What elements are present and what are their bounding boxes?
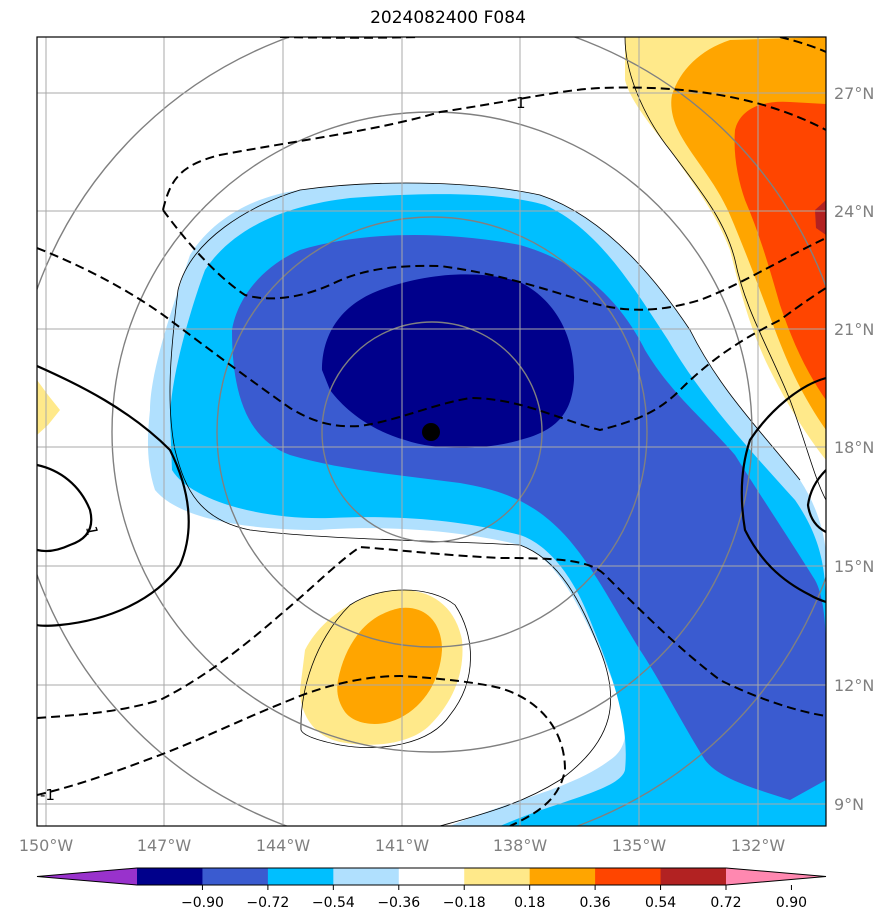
fill-dark-blue (322, 274, 575, 448)
colorbar-segment (660, 868, 727, 885)
contour-label: 1 (82, 525, 101, 538)
contour-label: -1 (40, 786, 55, 804)
colorbar-label: 0.72 (710, 895, 741, 911)
colorbar-label: −0.18 (443, 895, 486, 911)
lat-label: 18°N (834, 438, 874, 457)
map-plot-area: 1 1 -1 (37, 37, 826, 826)
lat-label: 9°N (834, 795, 864, 814)
lon-label: 141°W (375, 836, 430, 855)
colorbar-extend-low (37, 868, 137, 885)
colorbar-label: −0.54 (312, 895, 355, 911)
colorbar-label: 0.18 (514, 895, 545, 911)
lat-label: 27°N (834, 84, 874, 103)
colorbar-segment (333, 868, 400, 885)
colorbar-segment (464, 868, 531, 885)
lat-label: 12°N (834, 676, 874, 695)
lon-axis: 150°W 147°W 144°W 141°W 138°W 135°W 132°… (19, 836, 786, 855)
colorbar: −0.90 −0.72 −0.54 −0.36 −0.18 0.18 0.36 0.54 0.7… (36, 867, 827, 911)
lon-label: 138°W (493, 836, 548, 855)
fill-orange-south (337, 607, 442, 724)
colorbar-segment (202, 868, 269, 885)
fill-red-orange-northeast (734, 101, 826, 400)
lon-label: 147°W (137, 836, 192, 855)
lon-label: 144°W (256, 836, 311, 855)
lat-axis: 27°N 24°N 21°N 18°N 15°N 12°N 9°N (834, 84, 874, 814)
lon-label: 135°W (612, 836, 667, 855)
colorbar-label: −0.36 (377, 895, 420, 911)
colorbar-outline (36, 867, 827, 886)
lat-label: 21°N (834, 320, 874, 339)
colorbar-label: 0.90 (776, 895, 807, 911)
contour-label: 1 (516, 94, 526, 112)
storm-center-marker (422, 423, 440, 441)
colorbar-label: −0.90 (181, 895, 224, 911)
colorbar-segment (595, 868, 662, 885)
thin-contour (624, 37, 826, 501)
map-frame (36, 36, 827, 827)
colorbar-segment (529, 868, 596, 885)
solid-contours (37, 364, 826, 627)
colorbar-segment (267, 868, 334, 885)
fill-light-yellow-west (37, 380, 60, 435)
thin-contour (177, 182, 801, 481)
dashed-contours (37, 37, 826, 826)
colorbar-segment (398, 868, 465, 885)
range-rings (37, 37, 826, 826)
colorbar-label: −0.72 (246, 895, 289, 911)
map-title: 2024082400 F084 (370, 8, 526, 28)
colorbar-label: 0.54 (645, 895, 676, 911)
lat-label: 15°N (834, 557, 874, 576)
lat-label: 24°N (834, 202, 874, 221)
colorbar-label: 0.36 (580, 895, 611, 911)
lon-label: 150°W (19, 836, 74, 855)
lon-label: 132°W (731, 836, 786, 855)
colorbar-segment (137, 868, 203, 885)
colorbar-extend-high (726, 868, 826, 885)
fill-dark-red-northeast (815, 200, 826, 235)
